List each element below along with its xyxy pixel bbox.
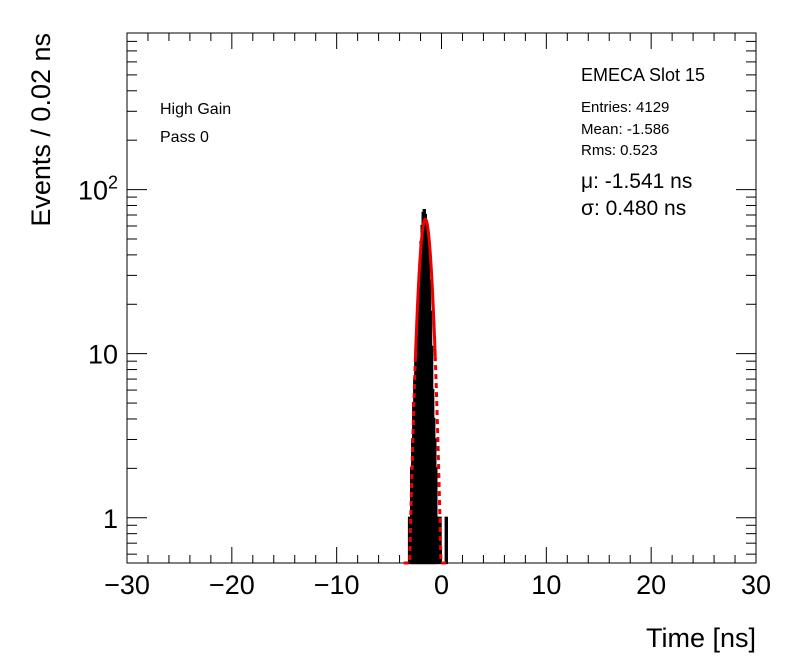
x-axis-title: Time [ns] [646,623,756,653]
annotation-gain: High Gain [160,101,231,118]
x-tick-label: −30 [104,570,150,600]
x-tick-label: 20 [636,570,666,600]
stats-rms: Rms: 0.523 [581,142,658,159]
histogram-bin [444,516,448,565]
axis-ticks: −30 −20 −10 0 10 20 30 1 10 102 [78,32,771,600]
y-axis-title: Events / 0.02 ns [26,33,56,227]
y-tick-label: 102 [78,173,118,206]
stats-entries: Entries: 4129 [581,99,669,116]
fit-curve-dashed-left [403,361,417,565]
fit-mu: μ: -1.541 ns [581,170,692,193]
y-tick-label: 1 [103,504,118,534]
x-tick-label: 10 [531,570,561,600]
fit-sigma: σ: 0.480 ns [581,197,686,220]
fit-curve-solid [413,217,437,362]
x-tick-label: 30 [741,570,771,600]
fit-series [403,217,447,565]
histogram-bin [435,516,439,565]
annotation-pass: Pass 0 [160,129,209,146]
x-tick-label: −20 [209,570,255,600]
y-tick-label: 10 [88,340,118,370]
fit-curve-dashed-right [433,356,447,565]
x-tick-label: 0 [434,570,449,600]
stats-mean: Mean: -1.586 [581,121,669,138]
chart-title: EMECA Slot 15 [581,65,705,85]
x-tick-label: −10 [314,570,360,600]
